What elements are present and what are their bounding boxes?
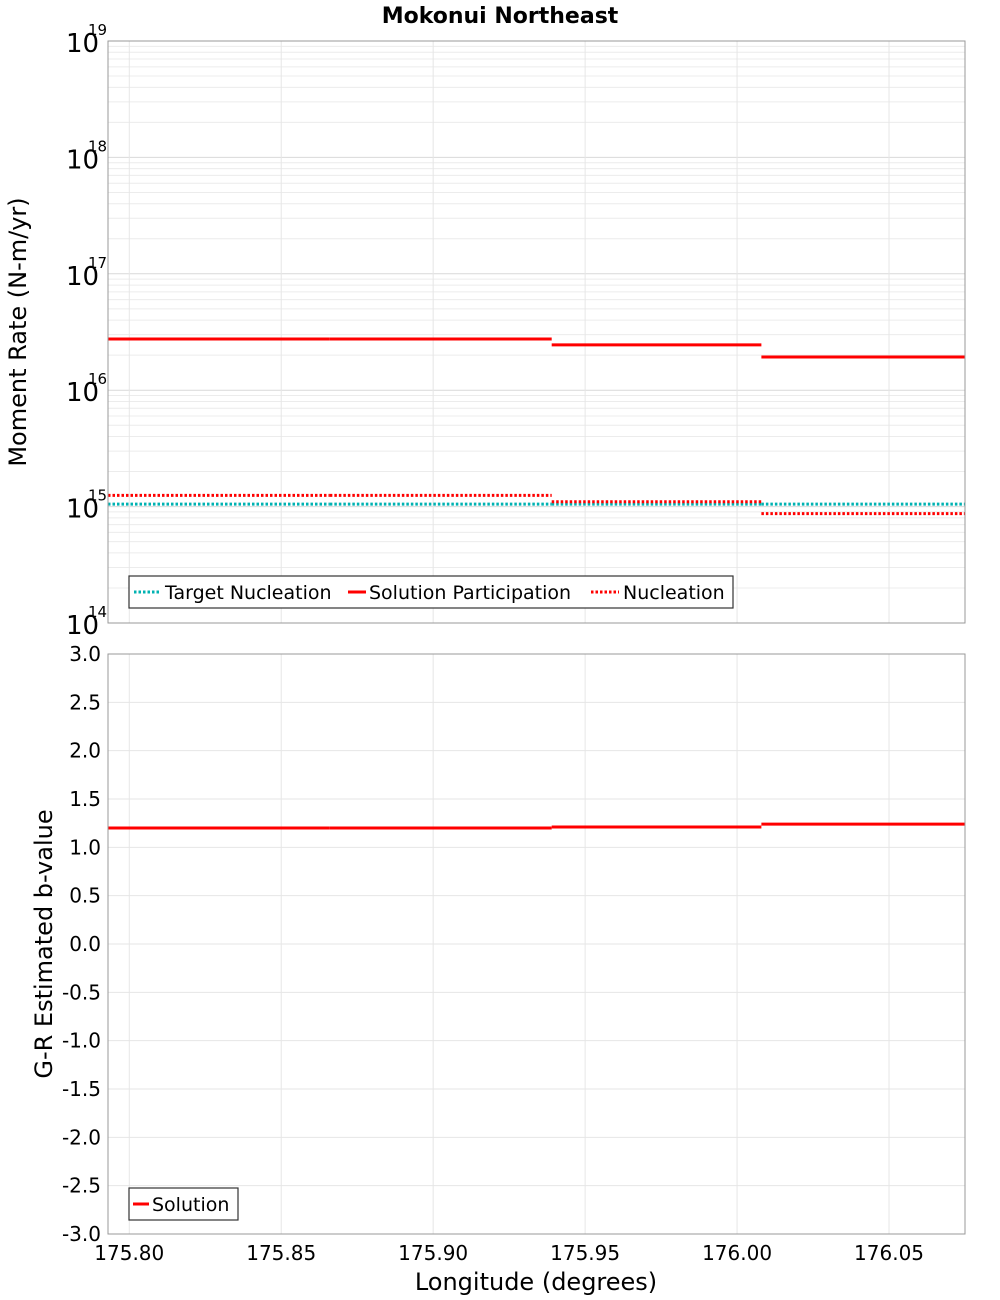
x-tick-label: 176.00 [702, 1241, 772, 1265]
legend-label-target-nucleation: Target Nucleation [164, 582, 332, 604]
legend-label-solution: Solution [152, 1194, 229, 1216]
bottom-y-tick-label: 1.0 [69, 835, 101, 859]
top-y-tick-label-exponent: 15 [88, 487, 107, 505]
top-plot-area [108, 41, 965, 623]
top-y-tick-label-base: 10 [66, 29, 99, 59]
bottom-y-tick-label: -3.0 [62, 1222, 101, 1246]
top-y-tick-label-base: 10 [66, 145, 99, 175]
top-y-tick-label-exponent: 14 [88, 603, 107, 621]
x-tick-label: 175.95 [550, 1241, 620, 1265]
top-y-axis-label: Moment Rate (N-m/yr) [4, 197, 32, 466]
bottom-y-tick-label: -1.0 [62, 1029, 101, 1053]
top-plot-frame [107, 40, 966, 624]
x-tick-label: 175.85 [246, 1241, 316, 1265]
top-legend: Target Nucleation Solution Participation… [128, 575, 734, 609]
legend-label-solution-participation: Solution Participation [369, 582, 571, 604]
top-y-tick-label-base: 10 [66, 262, 99, 292]
b-value-panel: 3.0 2.5 2.0 1.5 1.0 0.5 0.0 -0.5 -1.0 -1.5 -2.0 -2.… [30, 642, 966, 1296]
x-tick-label: 175.90 [398, 1241, 468, 1265]
bottom-y-axis-label: G-R Estimated b-value [30, 809, 58, 1078]
top-y-tick-label-base: 10 [66, 495, 99, 525]
bottom-y-tick-label: -2.5 [62, 1174, 101, 1198]
bottom-y-tick-label: 0.5 [69, 884, 101, 908]
top-legend-box [128, 575, 734, 609]
bottom-y-tick-label: -2.0 [62, 1125, 101, 1149]
bottom-series-group [108, 822, 965, 830]
bottom-legend: Solution [128, 1187, 239, 1221]
x-axis-label: Longitude (degrees) [415, 1268, 657, 1296]
bottom-y-tick-label: 3.0 [69, 642, 101, 666]
bottom-y-tick-label: 1.5 [69, 787, 101, 811]
top-y-tick-label-exponent: 16 [88, 370, 107, 388]
top-y-tick-label-exponent: 19 [88, 21, 107, 39]
bottom-x-ticks: 175.80 175.85 175.90 175.95 176.00 176.05 [94, 1241, 924, 1265]
bottom-y-tick-label: 0.0 [69, 932, 101, 956]
bottom-y-tick-label: -0.5 [62, 980, 101, 1004]
chart-title: Mokonui Northeast [382, 4, 619, 29]
bottom-y-tick-label: 2.0 [69, 739, 101, 763]
x-tick-label: 175.80 [94, 1241, 164, 1265]
legend-label-nucleation: Nucleation [623, 582, 725, 604]
bottom-grid [108, 653, 965, 1235]
top-y-tick-label-base: 10 [66, 611, 99, 641]
top-series-group [108, 337, 965, 516]
bottom-plot-frame [107, 653, 966, 1235]
x-tick-label: 176.05 [854, 1241, 924, 1265]
top-grid [108, 40, 965, 624]
top-y-tick-label-exponent: 18 [88, 137, 107, 155]
bottom-y-tick-label: 2.5 [69, 690, 101, 714]
bottom-y-tick-label: -1.5 [62, 1077, 101, 1101]
top-y-tick-label-base: 10 [66, 378, 99, 408]
top-y-tick-label-exponent: 17 [88, 254, 107, 272]
bottom-y-ticks: 3.0 2.5 2.0 1.5 1.0 0.5 0.0 -0.5 -1.0 -1.5 -2.0 -2.… [62, 642, 101, 1246]
